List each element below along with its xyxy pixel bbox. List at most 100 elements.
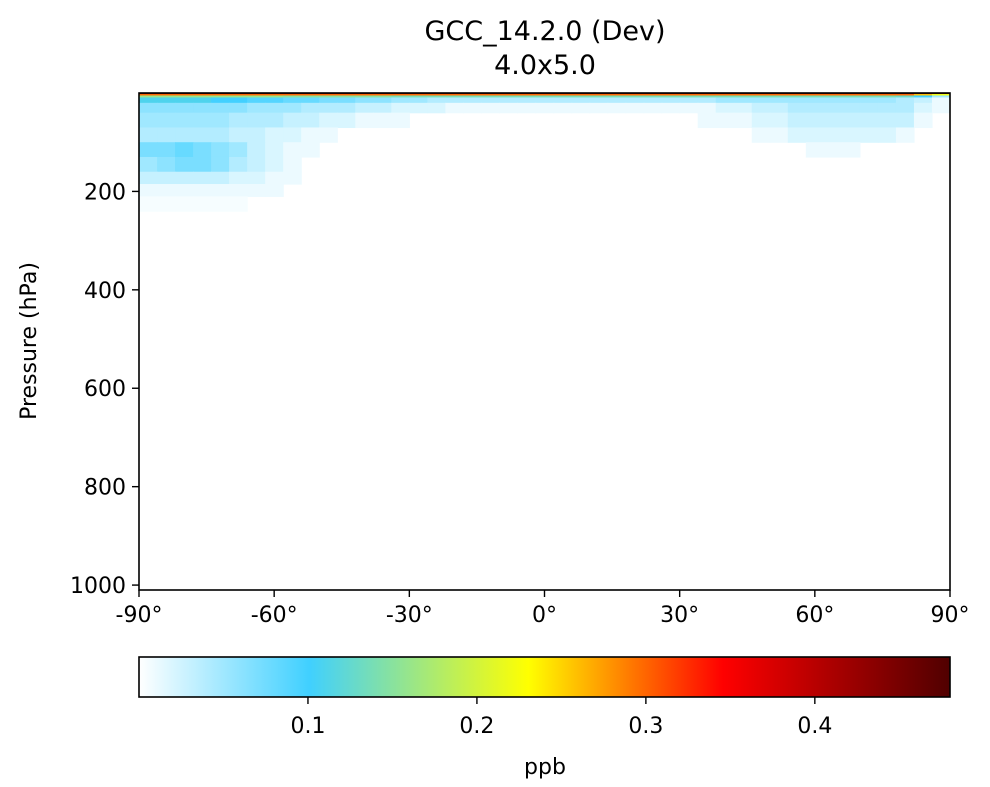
- heatmap-cell: [931, 102, 950, 114]
- heatmap-cell: [139, 171, 158, 185]
- heatmap-cell: [193, 196, 212, 212]
- heatmap-cell: [319, 97, 338, 104]
- heatmap-cell: [823, 102, 843, 114]
- heatmap-cell: [193, 171, 212, 185]
- heatmap-cell: [553, 93, 573, 97]
- heatmap-cell: [355, 93, 374, 97]
- heatmap-cell: [697, 112, 717, 129]
- heatmap-cell: [319, 95, 338, 99]
- heatmap-cell: [751, 97, 771, 104]
- heatmap-cell: [301, 127, 320, 143]
- heatmap-cell: [769, 97, 789, 104]
- heatmap-cell: [877, 97, 897, 104]
- colorbar-tick-label: 0.1: [290, 714, 325, 739]
- heatmap-cell: [679, 97, 699, 104]
- heatmap-cell: [517, 95, 537, 99]
- heatmap-cell: [679, 102, 699, 114]
- heatmap-cell: [463, 97, 483, 104]
- heatmap-cell: [391, 93, 410, 97]
- heatmap-cell: [319, 93, 338, 97]
- heatmap-cell: [607, 102, 627, 114]
- heatmap-cell: [895, 93, 915, 97]
- heatmap-cell: [841, 127, 861, 143]
- heatmap-cell: [247, 156, 266, 173]
- heatmap-cell: [265, 102, 284, 114]
- y-tick-label: 600: [84, 377, 126, 402]
- heatmap-cell: [589, 102, 609, 114]
- heatmap-cell: [283, 97, 302, 104]
- heatmap-cell: [715, 112, 735, 129]
- heatmap-cell: [805, 97, 825, 104]
- heatmap-cell: [841, 112, 861, 129]
- heatmap-cell: [175, 93, 194, 97]
- heatmap-cells: [139, 93, 950, 212]
- heatmap-cell: [427, 93, 446, 97]
- heatmap-cell: [139, 97, 158, 104]
- heatmap-cell: [193, 97, 212, 104]
- heatmap-cell: [139, 93, 158, 97]
- heatmap-cell: [391, 95, 410, 99]
- heatmap-cell: [643, 97, 663, 104]
- heatmap-cell: [265, 127, 284, 143]
- heatmap-cell: [301, 142, 320, 158]
- heatmap-cell: [427, 102, 446, 114]
- heatmap-cell: [697, 102, 717, 114]
- heatmap-cell: [139, 196, 158, 212]
- heatmap-cell: [805, 102, 825, 114]
- heatmap-cell: [445, 93, 464, 97]
- heatmap-cell: [877, 112, 897, 129]
- heatmap-cell: [769, 95, 789, 99]
- heatmap-cell: [229, 196, 248, 212]
- heatmap-cell: [229, 93, 248, 97]
- heatmap-cell: [805, 93, 825, 97]
- heatmap-cell: [175, 127, 194, 143]
- heatmap-cell: [193, 112, 212, 129]
- heatmap-cell: [337, 112, 356, 129]
- heatmap-cell: [697, 95, 717, 99]
- colorbar-ticks: 0.1 0.2 0.3 0.4: [290, 697, 832, 739]
- heatmap-cell: [931, 95, 950, 99]
- heatmap-cell: [157, 93, 176, 97]
- heatmap-cell: [823, 93, 843, 97]
- heatmap-cell: [283, 142, 302, 158]
- heatmap-cell: [175, 95, 194, 99]
- heatmap-cell: [661, 102, 681, 114]
- heatmap-cell: [589, 97, 609, 104]
- x-tick-label: 90°: [931, 603, 970, 628]
- heatmap-cell: [481, 97, 501, 104]
- heatmap-cell: [751, 127, 771, 143]
- heatmap-cell: [139, 127, 158, 143]
- heatmap-cell: [157, 127, 176, 143]
- heatmap-cell: [553, 102, 573, 114]
- heatmap-cell: [337, 95, 356, 99]
- heatmap-cell: [175, 142, 194, 158]
- heatmap-cell: [859, 102, 879, 114]
- heatmap-cell: [247, 97, 266, 104]
- heatmap-cell: [301, 97, 320, 104]
- colorbar: [138, 656, 951, 698]
- heatmap-cell: [859, 93, 879, 97]
- heatmap-cell: [463, 93, 483, 97]
- heatmap-cell: [823, 127, 843, 143]
- heatmap-cell: [247, 112, 266, 129]
- heatmap-cell: [391, 97, 410, 104]
- heatmap-cell: [463, 102, 483, 114]
- heatmap-cell: [499, 102, 519, 114]
- heatmap-cell: [499, 93, 519, 97]
- heatmap-cell: [373, 102, 392, 114]
- heatmap-cell: [481, 102, 501, 114]
- heatmap-cell: [805, 112, 825, 129]
- heatmap-cell: [337, 93, 356, 97]
- heatmap-cell: [841, 97, 861, 104]
- heatmap-cell: [193, 184, 212, 197]
- heatmap-cell: [175, 184, 194, 197]
- heatmap-cell: [445, 102, 464, 114]
- heatmap-cell: [301, 93, 320, 97]
- heatmap-cell: [211, 102, 230, 114]
- heatmap-cell: [643, 95, 663, 99]
- heatmap-cell: [643, 93, 663, 97]
- heatmap-cell: [643, 102, 663, 114]
- heatmap-cell: [229, 102, 248, 114]
- heatmap-cell: [841, 93, 861, 97]
